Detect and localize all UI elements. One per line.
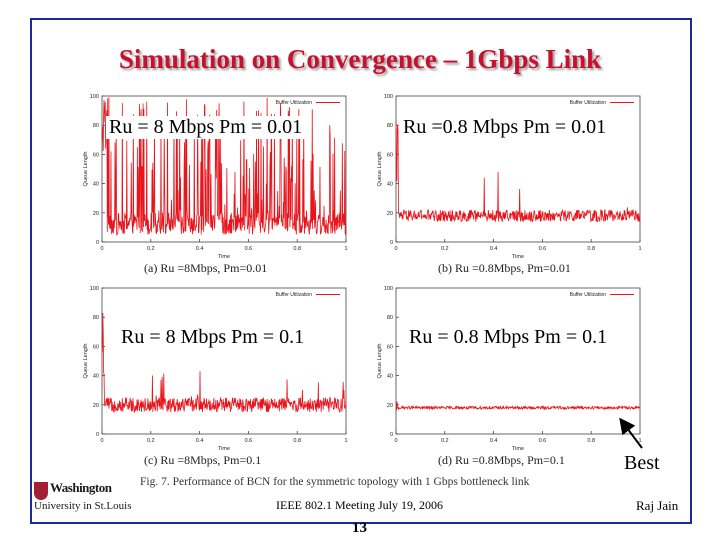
y-axis-label: Queue Length: [377, 344, 383, 379]
y-tick-label: 40: [93, 182, 99, 188]
figure-caption: Fig. 7. Performance of BCN for the symme…: [140, 476, 530, 488]
chart-a-svg: 0 20 40 60 80 100 0 0.2 0.4 0.6 0.8 1 Time Queue Leng…: [83, 94, 348, 260]
x-tick-label: 0: [100, 438, 103, 444]
series-line-buffer-utilization: [395, 401, 641, 411]
slide-frame: [30, 18, 692, 524]
best-label: Best: [624, 452, 660, 474]
x-axis-label: Time: [218, 446, 230, 452]
x-tick-label: 0.8: [587, 438, 595, 444]
legend-label: Buffer Utilization: [570, 100, 607, 106]
chart-a-overlay-label: Ru = 8 Mbps Pm = 0.01: [106, 116, 306, 139]
page-number: 13: [352, 520, 367, 536]
x-tick-label: 0.6: [539, 246, 547, 252]
chart-b-overlay-label: Ru =0.8 Mbps Pm = 0.01: [400, 116, 610, 139]
series-line-buffer-utilization: [395, 122, 641, 223]
chart-panel-b: 0 20 40 60 80 100 0 0.2 0.4 0.6 0.8 1 Time Queue Leng…: [372, 88, 652, 278]
chart-c-svg: 0 20 40 60 80 100 0 0.2 0.4 0.6 0.8 1 Time Queue Leng…: [83, 286, 348, 452]
chart-a-caption: (a) Ru =8Mbps, Pm=0.01: [144, 261, 268, 275]
logo-line1: Washington: [50, 480, 112, 495]
x-tick-label: 0.4: [490, 438, 498, 444]
x-tick-label: 0.2: [147, 246, 155, 252]
y-tick-label: 0: [96, 432, 99, 438]
x-axis-label: Time: [218, 254, 230, 260]
legend-label: Buffer Utilization: [276, 292, 313, 298]
legend-label: Buffer Utilization: [276, 100, 313, 106]
plot-area: [395, 287, 641, 435]
y-tick-label: 80: [387, 315, 393, 321]
chart-c-overlay-label: Ru = 8 Mbps Pm = 0.1: [118, 326, 308, 349]
series-line-buffer-utilization: [101, 97, 347, 236]
y-tick-label: 20: [93, 403, 99, 409]
y-tick-label: 40: [387, 374, 393, 380]
y-tick-label: 20: [387, 403, 393, 409]
chart-panel-d: 0 20 40 60 80 100 0 0.2 0.4 0.6 0.8 1 Time Queue Leng…: [372, 280, 652, 470]
y-axis-label: Queue Length: [83, 152, 89, 187]
y-tick-label: 40: [387, 182, 393, 188]
chart-c-caption: (c) Ru =8Mbps, Pm=0.1: [144, 453, 262, 467]
x-axis-label: Time: [512, 254, 524, 260]
y-tick-label: 20: [93, 211, 99, 217]
x-tick-label: 0.6: [245, 438, 253, 444]
plot-area: [101, 287, 347, 435]
chart-b-caption: (b) Ru =0.8Mbps, Pm=0.01: [438, 261, 571, 275]
plot-area: [101, 95, 347, 243]
y-tick-label: 60: [93, 152, 99, 158]
y-tick-label: 100: [384, 94, 393, 100]
x-tick-label: 0.6: [539, 438, 547, 444]
footer-meeting: IEEE 802.1 Meeting July 19, 2006: [276, 498, 443, 512]
chart-d-caption: (d) Ru =0.8Mbps, Pm=0.1: [438, 453, 565, 467]
slide-title: Simulation on Convergence – 1Gbps Link: [118, 44, 602, 74]
x-tick-label: 1: [344, 438, 347, 444]
chart-d-overlay-label: Ru = 0.8 Mbps Pm = 0.1: [406, 326, 611, 349]
chart-b-svg: 0 20 40 60 80 100 0 0.2 0.4 0.6 0.8 1 Time Queue Leng…: [377, 94, 642, 260]
y-tick-label: 100: [90, 94, 99, 100]
x-tick-label: 0.4: [490, 246, 498, 252]
x-tick-label: 0.2: [441, 246, 449, 252]
series-line-buffer-utilization: [101, 312, 347, 413]
chart-d-svg: 0 20 40 60 80 100 0 0.2 0.4 0.6 0.8 1 Time Queue Leng…: [377, 286, 642, 452]
logo-line2: University in St.Louis: [34, 500, 132, 512]
x-tick-label: 0.6: [245, 246, 253, 252]
y-tick-label: 60: [387, 344, 393, 350]
footer-author: Raj Jain: [636, 498, 679, 513]
x-tick-label: 0: [394, 246, 397, 252]
y-tick-label: 100: [384, 286, 393, 292]
x-tick-label: 1: [638, 246, 641, 252]
x-tick-label: 0.8: [293, 438, 301, 444]
university-logo: Washington University in St.Louis: [34, 480, 134, 516]
y-tick-label: 60: [387, 152, 393, 158]
legend-label: Buffer Utilization: [570, 292, 607, 298]
x-axis-label: Time: [512, 446, 524, 452]
y-tick-label: 100: [90, 286, 99, 292]
y-tick-label: 0: [390, 240, 393, 246]
x-tick-label: 0.4: [196, 438, 204, 444]
x-tick-label: 1: [344, 246, 347, 252]
crest-icon: [34, 482, 48, 500]
chart-panel-c: 0 20 40 60 80 100 0 0.2 0.4 0.6 0.8 1 Time Queue Leng…: [78, 280, 358, 470]
x-tick-label: 0.2: [147, 438, 155, 444]
chart-panel-a: 0 20 40 60 80 100 0 0.2 0.4 0.6 0.8 1 Time Queue Leng…: [78, 88, 358, 278]
y-tick-label: 20: [387, 211, 393, 217]
x-tick-label: 0: [394, 438, 397, 444]
y-axis-label: Queue Length: [83, 344, 89, 379]
x-tick-label: 0.8: [587, 246, 595, 252]
x-tick-label: 1: [638, 438, 641, 444]
y-tick-label: 40: [93, 374, 99, 380]
x-tick-label: 0.4: [196, 246, 204, 252]
x-tick-label: 0.8: [293, 246, 301, 252]
y-tick-label: 80: [93, 123, 99, 129]
x-tick-label: 0.2: [441, 438, 449, 444]
x-tick-label: 0: [100, 246, 103, 252]
y-tick-label: 0: [390, 432, 393, 438]
y-axis-label: Queue Length: [377, 152, 383, 187]
y-tick-label: 80: [93, 315, 99, 321]
y-tick-label: 0: [96, 240, 99, 246]
y-tick-label: 60: [93, 344, 99, 350]
y-tick-label: 80: [387, 123, 393, 129]
